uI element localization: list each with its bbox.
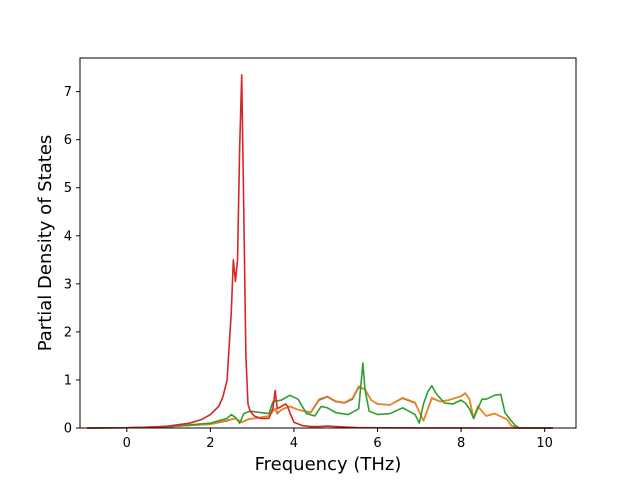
y-axis: 0 1 2 3 4 5 6 7 xyxy=(64,85,80,437)
y-tick-label-0: 0 xyxy=(64,422,72,437)
y-tick-label-2: 2 xyxy=(64,325,72,340)
y-tick-label-5: 5 xyxy=(64,181,72,196)
x-tick-label-2: 4 xyxy=(290,436,298,451)
x-tick-label-3: 6 xyxy=(373,436,381,451)
y-tick-label-4: 4 xyxy=(64,229,72,244)
x-tick-label-5: 10 xyxy=(536,436,553,451)
x-axis-label: Frequency (THz) xyxy=(255,454,402,475)
series-line-2 xyxy=(87,385,554,429)
y-tick-label-6: 6 xyxy=(64,133,72,148)
y-tick-label-3: 3 xyxy=(64,277,72,292)
x-axis: 0 2 4 6 8 10 xyxy=(123,428,553,451)
y-tick-label-1: 1 xyxy=(64,373,72,388)
y-axis-label: Partial Density of States xyxy=(35,135,56,352)
y-tick-label-7: 7 xyxy=(64,85,72,100)
plot-frame xyxy=(79,57,577,429)
series-line-4 xyxy=(87,74,554,429)
x-tick-label-4: 8 xyxy=(457,436,465,451)
x-tick-label-1: 2 xyxy=(206,436,214,451)
series-layer xyxy=(87,74,554,429)
x-tick-label-0: 0 xyxy=(123,436,131,451)
series-line-3 xyxy=(87,362,554,429)
